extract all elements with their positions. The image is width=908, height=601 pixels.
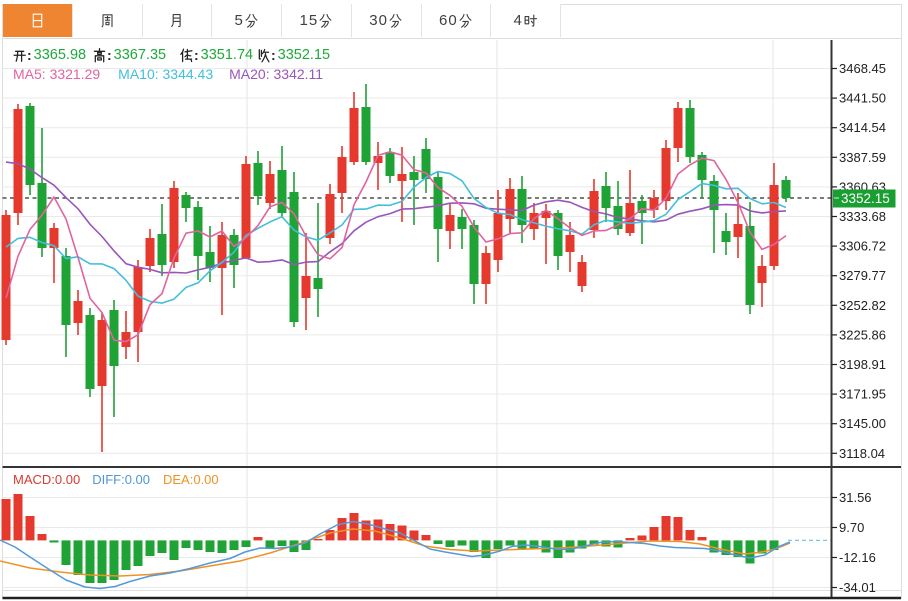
svg-text:3145.00: 3145.00 <box>839 416 886 431</box>
svg-text:-34.01: -34.01 <box>839 580 876 595</box>
svg-text:9.70: 9.70 <box>839 520 864 535</box>
svg-text:3252.82: 3252.82 <box>839 298 886 313</box>
svg-text:3352.15: 3352.15 <box>841 191 890 206</box>
svg-text:3171.95: 3171.95 <box>839 387 886 402</box>
svg-text:3225.86: 3225.86 <box>839 327 886 342</box>
svg-text:3387.59: 3387.59 <box>839 150 886 165</box>
svg-text:31.56: 31.56 <box>839 490 872 505</box>
svg-text:3279.77: 3279.77 <box>839 268 886 283</box>
svg-text:3198.91: 3198.91 <box>839 357 886 372</box>
svg-text:3333.68: 3333.68 <box>839 209 886 224</box>
svg-text:3414.54: 3414.54 <box>839 120 886 135</box>
svg-text:3118.04: 3118.04 <box>839 446 885 461</box>
svg-text:3441.50: 3441.50 <box>839 91 886 106</box>
svg-text:3306.72: 3306.72 <box>839 239 886 254</box>
svg-text:3468.45: 3468.45 <box>839 61 886 76</box>
svg-text:-12.16: -12.16 <box>839 550 876 565</box>
